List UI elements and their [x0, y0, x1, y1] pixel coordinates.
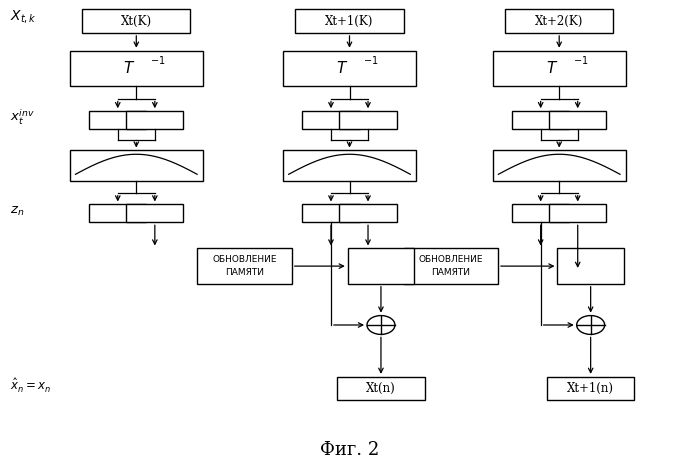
- Text: Xt+1(K): Xt+1(K): [325, 15, 374, 28]
- Bar: [512, 111, 569, 129]
- Text: Xt+2(K): Xt+2(K): [535, 15, 584, 28]
- Bar: [126, 111, 183, 129]
- Bar: [70, 150, 203, 181]
- Bar: [558, 249, 624, 284]
- Bar: [82, 9, 190, 33]
- Bar: [197, 249, 292, 284]
- Text: $X_{t,k}$: $X_{t,k}$: [10, 8, 37, 25]
- Text: ПАМЯТИ: ПАМЯТИ: [225, 268, 264, 277]
- Bar: [549, 204, 606, 222]
- Bar: [339, 111, 397, 129]
- Bar: [493, 150, 626, 181]
- Bar: [348, 249, 414, 284]
- Text: ОБНОВЛЕНИЕ: ОБНОВЛЕНИЕ: [419, 255, 483, 265]
- Bar: [549, 111, 606, 129]
- Text: $x_t^{inv}$: $x_t^{inv}$: [10, 108, 35, 128]
- Text: ПАМЯТИ: ПАМЯТИ: [431, 268, 470, 277]
- Bar: [89, 111, 147, 129]
- Text: Фиг. 2: Фиг. 2: [320, 441, 379, 459]
- Bar: [302, 111, 359, 129]
- Text: $-1$: $-1$: [150, 54, 166, 66]
- Bar: [70, 51, 203, 86]
- Text: $-1$: $-1$: [573, 54, 589, 66]
- Bar: [283, 150, 416, 181]
- Bar: [302, 204, 359, 222]
- Bar: [126, 204, 183, 222]
- Text: $T$: $T$: [123, 60, 136, 76]
- Bar: [295, 9, 404, 33]
- Text: $T$: $T$: [546, 60, 559, 76]
- Bar: [547, 377, 635, 400]
- Text: Xt+1(n): Xt+1(n): [567, 382, 614, 395]
- Text: $z_n$: $z_n$: [10, 204, 24, 218]
- Bar: [338, 377, 425, 400]
- Bar: [404, 249, 498, 284]
- Text: $\hat{x}_n = x_n$: $\hat{x}_n = x_n$: [10, 377, 52, 395]
- Bar: [505, 9, 614, 33]
- Bar: [339, 204, 397, 222]
- Bar: [89, 204, 147, 222]
- Text: Xt(n): Xt(n): [366, 382, 396, 395]
- Text: $T$: $T$: [336, 60, 349, 76]
- Text: $-1$: $-1$: [363, 54, 379, 66]
- Bar: [283, 51, 416, 86]
- Bar: [493, 51, 626, 86]
- Text: Xt(K): Xt(K): [121, 15, 152, 28]
- Bar: [512, 204, 569, 222]
- Text: ОБНОВЛЕНИЕ: ОБНОВЛЕНИЕ: [212, 255, 277, 265]
